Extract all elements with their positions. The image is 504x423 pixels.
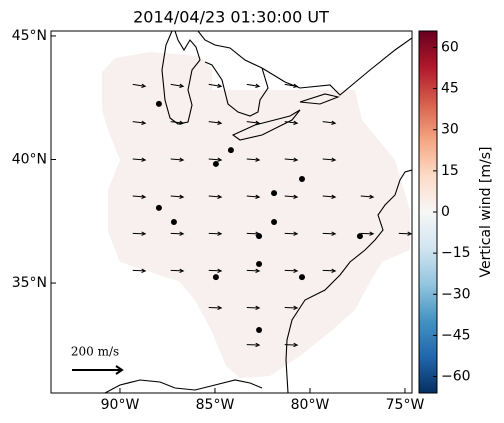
station [170,219,177,226]
wind-arrow [170,120,185,125]
wind-arrow [360,194,375,199]
wind-arrow [132,194,147,199]
y-tick-label: 45°N [12,28,47,44]
wind-arrow [170,83,185,88]
wind-arrow [208,83,223,88]
y-tick-label: 40°N [12,151,47,167]
x-tick-label: 80°W [291,397,330,413]
coastline [261,37,412,96]
wind-arrow [246,342,261,348]
station [212,274,219,281]
wind-arrow [170,231,185,236]
station [256,326,263,333]
coastline [231,109,301,141]
x-tick-label: 85°W [196,397,235,413]
colorbar-tick-label: 15 [441,163,459,179]
wind-arrow [398,231,413,236]
scale-arrow [72,365,124,375]
station [298,274,305,281]
coastline [161,31,201,125]
colorbar-tick-label: −15 [441,245,471,261]
y-tick-label: 35°N [12,275,47,291]
wind-arrow [284,268,299,273]
wind-arrow [208,194,223,199]
station [212,160,219,167]
wind-arrow [284,157,299,162]
station [356,233,363,240]
coastline [285,169,412,393]
wind-arrow [132,83,147,88]
wind-arrow [208,120,223,125]
wind-arrow [322,268,337,273]
wind-arrow [208,268,223,273]
colorbar-label: Vertical wind [m/s] [478,147,494,278]
colorbar-tick-label: −30 [441,286,471,302]
map-layer [102,31,412,393]
station [256,233,263,240]
wind-arrow [284,305,299,311]
plot-frame [50,30,413,394]
wind-arrow [284,342,299,348]
scale-label: 200 m/s [71,345,119,359]
colorbar-tick-label: 45 [441,81,459,97]
wind-arrow [246,120,261,125]
station [227,147,234,154]
colorbar-tick-label: −45 [441,327,471,343]
wind-arrow [322,120,337,125]
station [271,190,278,197]
wind-arrow [170,157,185,162]
wind-arrow [284,231,299,236]
wind-arrow [284,120,299,125]
wind-arrow [360,231,375,236]
wind-arrow [170,268,185,273]
colorbar-tick-label: −60 [441,369,471,385]
wind-arrow [284,83,299,88]
wind-arrow [132,231,147,236]
analysis-domain [102,52,410,378]
wind-arrow [284,194,299,199]
coastline [197,31,269,117]
colorbar-tick-label: 30 [441,122,459,138]
wind-arrow [246,157,261,162]
wind-arrow [132,268,147,273]
wind-arrow [208,305,223,311]
station [271,219,278,226]
wind-arrow [132,157,147,162]
coastline [104,379,263,393]
wind-arrow [322,231,337,236]
wind-arrow [208,231,223,236]
station [298,176,305,183]
chart-title: 2014/04/23 01:30:00 UT [133,8,329,27]
wind-arrow [246,83,261,88]
x-tick-label: 90°W [101,397,140,413]
colorbar-tick-label: 60 [441,39,459,55]
wind-arrow [322,157,337,162]
x-tick-label: 75°W [386,397,425,413]
wind-arrow [322,194,337,199]
station [256,261,263,268]
coastline [299,93,340,105]
wind-arrow [170,194,185,199]
wind-arrow [208,157,223,162]
station [155,204,162,211]
station [155,100,162,107]
colorbar-tick-label: 0 [441,204,450,220]
wind-arrow [246,194,261,199]
wind-arrow [246,268,261,273]
wind-arrow [246,305,261,311]
wind-arrow [132,120,147,125]
